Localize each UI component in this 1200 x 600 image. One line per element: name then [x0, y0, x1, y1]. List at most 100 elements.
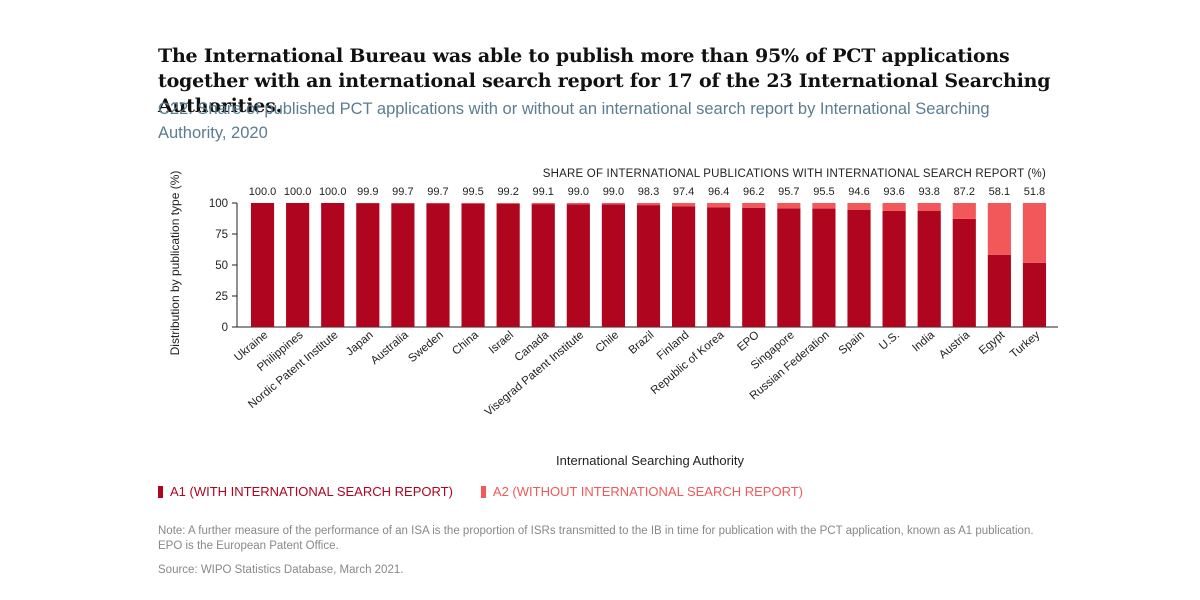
- x-tick-label-21: Egypt: [977, 329, 1008, 358]
- x-tick-label-17: Spain: [837, 329, 867, 357]
- bar-a2-13: [707, 203, 731, 208]
- bar-a2-11: [636, 203, 661, 206]
- x-axis-label: International Searching Authority: [556, 453, 744, 468]
- data-label-5: 99.7: [427, 186, 448, 198]
- x-tick-label-10: Chile: [594, 329, 622, 355]
- stacked-bar-chart: SHARE OF INTERNATIONAL PUBLICATIONS WITH…: [168, 168, 1058, 468]
- bar-a2-22: [1022, 203, 1047, 263]
- data-label-22: 51.8: [1024, 186, 1045, 198]
- chart-subtitle: C22. Share of published PCT applications…: [158, 100, 990, 142]
- bar-a1-19: [917, 210, 941, 327]
- bar-a2-10: [601, 203, 625, 205]
- bar-a1-15: [777, 208, 801, 327]
- bar-a1-4: [391, 203, 415, 327]
- legend-label-a1: A1 (WITH INTERNATIONAL SEARCH REPORT): [170, 484, 453, 499]
- legend-swatch-a1: [158, 485, 163, 498]
- bar-a2-19: [917, 203, 941, 211]
- data-label-6: 99.5: [462, 186, 483, 198]
- data-label-4: 99.7: [392, 186, 413, 198]
- data-label-19: 93.8: [918, 186, 939, 198]
- bar-a1-2: [321, 203, 345, 327]
- x-tick-label-6: China: [450, 329, 481, 358]
- data-labels: 100.0 100.0 100.0 99.9 99.7 99.7 99.5 99.2 99.1 9…: [249, 186, 1045, 198]
- chart-source: Source: WIPO Statistics Database, March …: [158, 564, 404, 576]
- y-axis-label: Distribution by publication type (%): [168, 171, 182, 356]
- bar-a1-1: [286, 203, 310, 327]
- data-label-7: 99.2: [497, 186, 518, 198]
- data-label-10: 99.0: [603, 186, 624, 198]
- bar-a1-22: [1022, 262, 1047, 327]
- data-label-2: 100.0: [319, 186, 347, 198]
- data-label-0: 100.0: [249, 186, 277, 198]
- bar-a1-8: [531, 204, 555, 327]
- y-tick-label: 100: [209, 198, 228, 210]
- bar-a2-6: [461, 203, 485, 204]
- y-tick-label: 50: [215, 260, 228, 272]
- bar-a2-9: [566, 203, 590, 205]
- legend: A1 (WITH INTERNATIONAL SEARCH REPORT) A2…: [158, 484, 803, 499]
- y-tick-label: 75: [215, 229, 228, 241]
- data-label-3: 99.9: [357, 186, 378, 198]
- bar-a1-12: [672, 206, 696, 327]
- bar-a1-5: [426, 203, 450, 327]
- y-tick-label: 0: [222, 322, 228, 334]
- legend-item-a1: A1 (WITH INTERNATIONAL SEARCH REPORT): [158, 484, 453, 499]
- x-tick-label-7: Israel: [487, 329, 516, 356]
- bar-a1-10: [601, 204, 625, 327]
- bar-a1-20: [952, 218, 976, 327]
- bar-a1-11: [636, 205, 661, 327]
- bar-a1-13: [707, 207, 731, 327]
- data-label-13: 96.4: [708, 186, 729, 198]
- chart-note: Note: A further measure of the performan…: [158, 525, 1034, 552]
- legend-item-a2: A2 (WITHOUT INTERNATIONAL SEARCH REPORT): [480, 484, 804, 499]
- chart-title: SHARE OF INTERNATIONAL PUBLICATIONS WITH…: [543, 168, 1046, 180]
- bars: [250, 203, 1047, 327]
- data-label-8: 99.1: [533, 186, 554, 198]
- x-tick-label-14: EPO: [735, 329, 761, 354]
- data-label-9: 99.0: [568, 186, 589, 198]
- x-tick-label-20: Austria: [937, 329, 973, 362]
- data-label-15: 95.7: [778, 186, 799, 198]
- bar-a2-21: [987, 203, 1011, 255]
- legend-swatch-a2: [480, 485, 486, 498]
- x-tick-label-18: U.S.: [877, 329, 902, 353]
- data-label-18: 93.6: [883, 186, 904, 198]
- data-label-20: 87.2: [954, 186, 975, 198]
- bar-a2-17: [847, 203, 871, 210]
- bar-a1-14: [742, 207, 766, 327]
- bar-a1-21: [987, 254, 1011, 327]
- bar-a1-16: [812, 208, 836, 327]
- x-tick-label-4: Australia: [369, 329, 411, 367]
- x-tick-label-11: Brazil: [627, 329, 657, 357]
- bar-a1-18: [882, 210, 906, 327]
- bar-a2-15: [777, 203, 801, 209]
- data-label-14: 96.2: [743, 186, 764, 198]
- x-tick-label-19: India: [910, 329, 937, 355]
- bar-a1-3: [356, 203, 380, 327]
- bar-a2-12: [672, 203, 696, 207]
- bar-a2-8: [531, 203, 555, 205]
- y-tick-label: 25: [215, 291, 228, 303]
- bar-a1-0: [250, 203, 275, 327]
- bar-a1-6: [461, 203, 485, 327]
- bar-a2-16: [812, 203, 836, 209]
- data-label-11: 98.3: [638, 186, 659, 198]
- x-tick-label-3: Japan: [344, 329, 376, 358]
- x-tick-label-5: Sweden: [406, 329, 446, 365]
- bar-a2-7: [496, 203, 520, 204]
- data-label-12: 97.4: [673, 186, 694, 198]
- bar-a1-17: [847, 209, 871, 327]
- data-label-21: 58.1: [989, 186, 1010, 198]
- data-label-16: 95.5: [813, 186, 834, 198]
- y-ticks: 0 25 50 75 100: [209, 198, 237, 334]
- data-label-17: 94.6: [848, 186, 869, 198]
- legend-label-a2: A2 (WITHOUT INTERNATIONAL SEARCH REPORT): [492, 484, 804, 499]
- chart-headline: The International Bureau was able to pub…: [158, 45, 1051, 117]
- bar-a2-20: [952, 203, 976, 219]
- x-tick-label-22: Turkey: [1008, 329, 1043, 361]
- bar-a2-18: [882, 203, 906, 211]
- bar-a1-9: [566, 204, 590, 327]
- bar-a1-7: [496, 203, 520, 327]
- data-label-1: 100.0: [284, 186, 312, 198]
